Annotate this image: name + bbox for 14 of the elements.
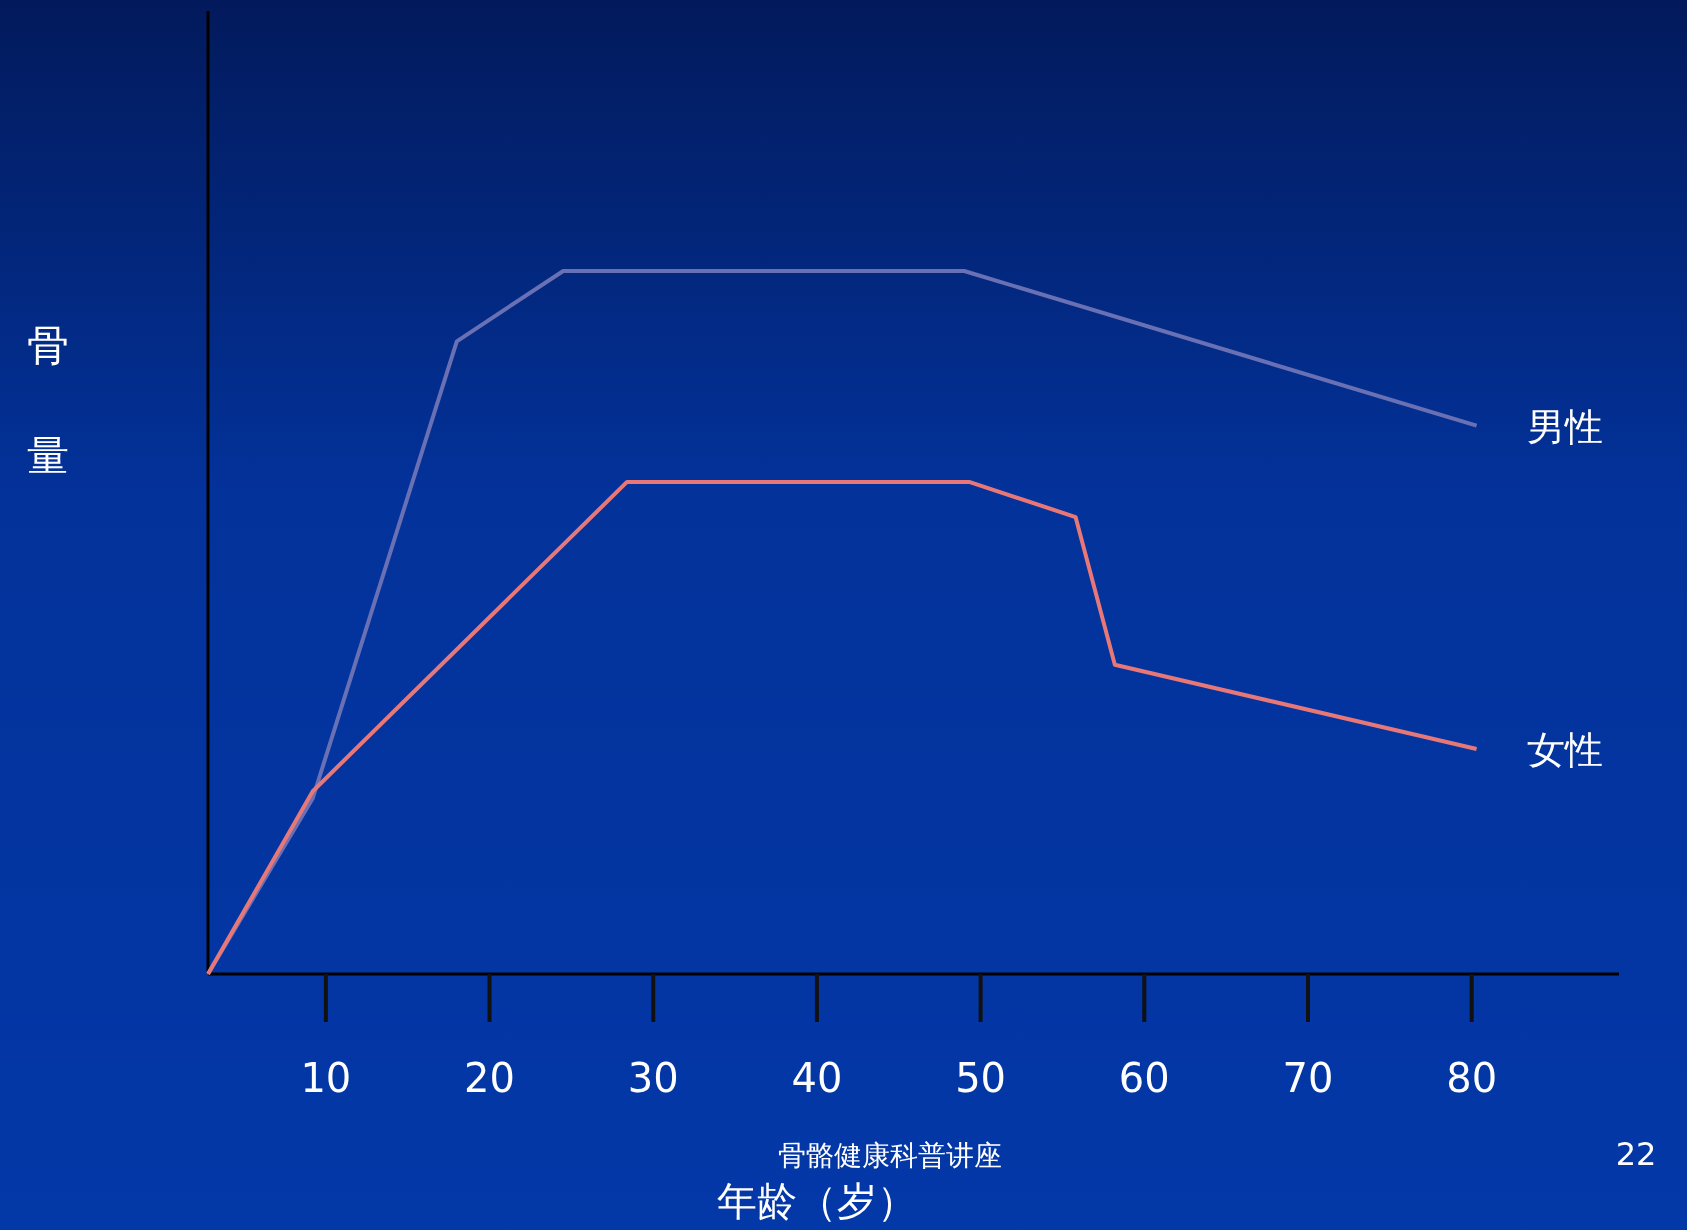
- x-tick-label: 30: [627, 1055, 679, 1101]
- x-tick-label: 80: [1446, 1055, 1498, 1101]
- series-label: 男性: [1526, 404, 1603, 449]
- series-label: 女性: [1526, 728, 1603, 773]
- text: 骨骼健康科普讲座: [778, 1139, 1002, 1172]
- text: 22: [1615, 1135, 1657, 1173]
- x-tick-label: 20: [464, 1055, 515, 1101]
- x-axis-title: 年龄（岁）: [716, 1178, 917, 1224]
- x-tick-label: 60: [1118, 1055, 1170, 1101]
- x-tick-label: 70: [1282, 1055, 1334, 1101]
- x-tick-label: 10: [300, 1055, 352, 1101]
- x-tick-label: 40: [791, 1055, 843, 1101]
- text: 骨量: [27, 321, 69, 480]
- x-tick-label: 50: [955, 1055, 1007, 1101]
